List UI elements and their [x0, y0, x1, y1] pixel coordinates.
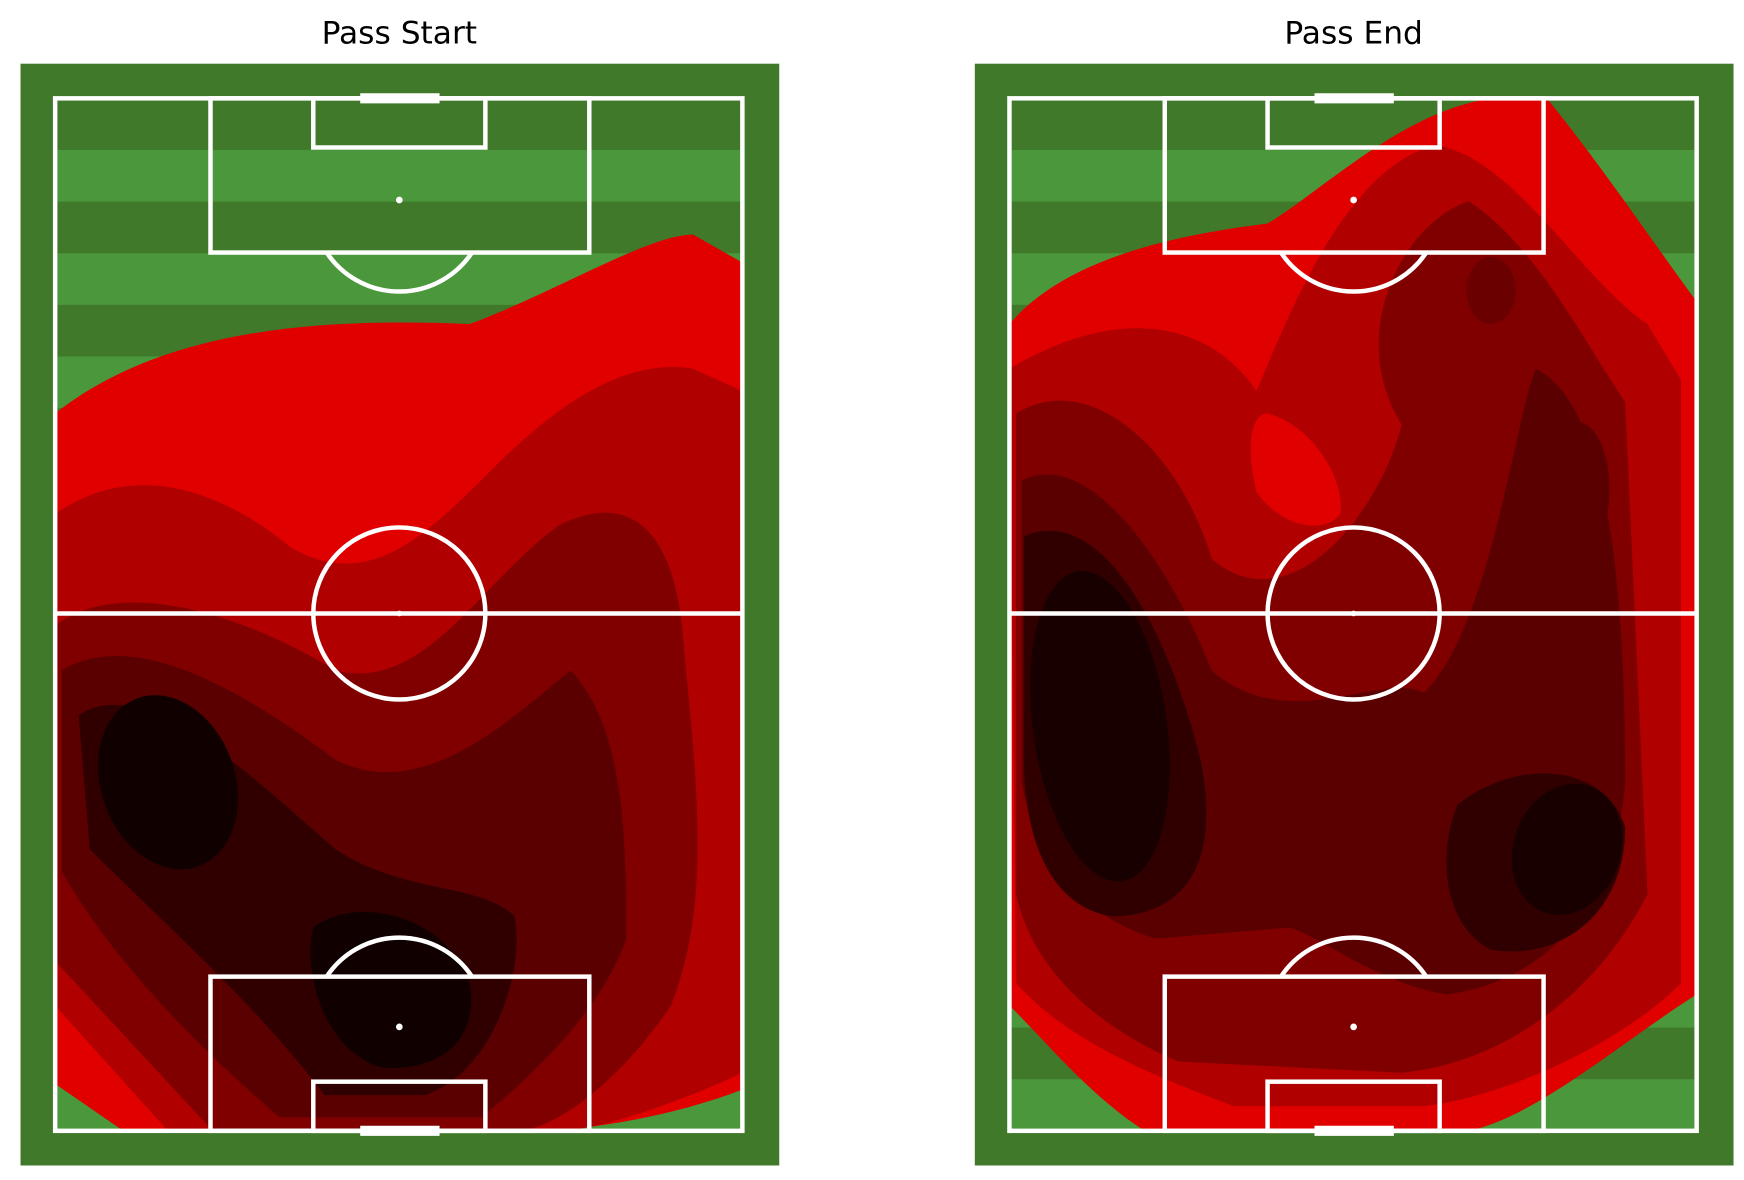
penalty-arc — [1279, 935, 1429, 978]
chart-title: Pass End — [1284, 16, 1423, 52]
pitch-panel: Pass End — [974, 16, 1734, 1166]
pitch-lines — [52, 93, 745, 1136]
density-contour — [1466, 257, 1516, 325]
pitch-panel: Pass Start — [20, 16, 780, 1166]
grass-stripe — [55, 149, 743, 202]
density-contours — [55, 234, 743, 1131]
centre-spot — [1350, 610, 1357, 617]
density-contour — [1546, 422, 1610, 557]
chart-title: Pass Start — [322, 16, 478, 52]
density-contour — [1511, 783, 1623, 915]
centre-spot — [396, 610, 403, 617]
centre-circle — [1265, 525, 1442, 702]
density-contour — [97, 695, 239, 870]
penalty-spot — [1350, 196, 1357, 204]
density-contour — [1030, 571, 1170, 882]
penalty-spot — [395, 1023, 403, 1031]
centre-circle — [311, 525, 488, 702]
penalty-arc — [324, 935, 474, 978]
pitch-lines — [1007, 93, 1699, 1136]
penalty-arc — [1279, 251, 1429, 294]
penalty-spot — [1350, 1023, 1357, 1031]
penalty-arc — [324, 251, 474, 294]
penalty-spot — [395, 196, 403, 204]
density-contour — [1250, 413, 1341, 526]
